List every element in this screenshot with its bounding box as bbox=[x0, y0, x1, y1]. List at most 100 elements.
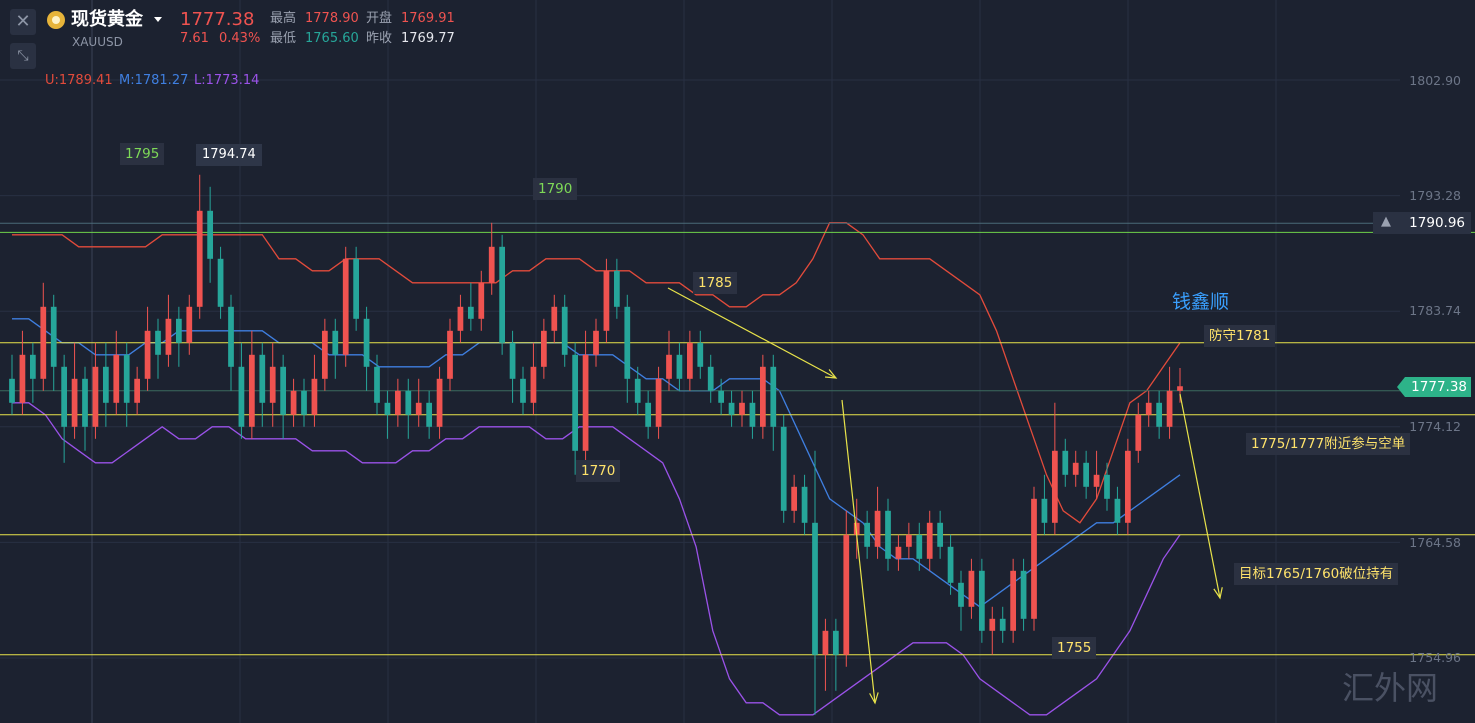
candle-body bbox=[832, 630, 839, 655]
candle-body bbox=[123, 354, 130, 403]
candle-body bbox=[1156, 402, 1163, 427]
candle-body bbox=[40, 306, 47, 379]
candle-body bbox=[905, 534, 912, 547]
trend-arrow-line bbox=[841, 399, 876, 704]
candle-body bbox=[144, 330, 151, 379]
candle-body bbox=[50, 306, 57, 367]
arrow-head bbox=[869, 692, 879, 705]
annotation-label: 1755 bbox=[1052, 637, 1097, 659]
low-value: 1765.60 bbox=[305, 31, 359, 46]
price-alert[interactable]: ▲ 1790.96 bbox=[1373, 212, 1471, 234]
candle-body bbox=[9, 378, 15, 403]
candle-body bbox=[540, 330, 547, 367]
candle-body bbox=[259, 354, 266, 403]
candle-body bbox=[686, 342, 693, 379]
alert-price: 1790.96 bbox=[1409, 215, 1465, 231]
arrow-head bbox=[1213, 587, 1223, 600]
band-lower-line bbox=[12, 402, 1181, 716]
current-price: 1777.38 bbox=[180, 9, 255, 30]
candle-body bbox=[1062, 450, 1069, 475]
candle-body bbox=[1124, 450, 1131, 523]
candle-body bbox=[394, 390, 401, 415]
band-upper-value: U:1789.41 bbox=[45, 73, 113, 88]
candle-body bbox=[634, 378, 641, 403]
candle-body bbox=[1051, 450, 1058, 523]
candle-body bbox=[1114, 498, 1121, 523]
candle-body bbox=[937, 522, 944, 547]
open-label: 开盘 bbox=[366, 11, 393, 26]
candle-body bbox=[478, 282, 485, 319]
close-icon[interactable]: ✕ bbox=[10, 9, 36, 35]
high-marker-label: 1794.74 bbox=[196, 144, 262, 166]
candle-body bbox=[676, 354, 683, 379]
instrument-name[interactable]: 现货黄金 bbox=[71, 9, 143, 30]
candle-body bbox=[697, 342, 704, 367]
candle-body bbox=[1083, 462, 1090, 487]
candle-body bbox=[228, 306, 234, 367]
candle-body bbox=[102, 366, 109, 403]
candle-body bbox=[916, 534, 923, 559]
candle-body bbox=[582, 354, 589, 451]
high-value: 1778.90 bbox=[305, 11, 359, 26]
candle-body bbox=[155, 330, 161, 355]
candle-body bbox=[1166, 390, 1173, 427]
candle-body bbox=[603, 270, 610, 331]
annotation-label: 1790 bbox=[533, 178, 578, 200]
candle-body bbox=[457, 306, 464, 331]
candle-body bbox=[405, 390, 412, 415]
candle-body bbox=[415, 402, 422, 415]
candle-body bbox=[332, 330, 339, 355]
arrow-head bbox=[824, 369, 838, 379]
candle-body bbox=[321, 330, 328, 379]
candle-body bbox=[843, 534, 850, 655]
candle-body bbox=[822, 630, 829, 655]
y-tick: 1774.12 bbox=[1409, 419, 1461, 434]
candle-body bbox=[978, 570, 985, 631]
candle-body bbox=[175, 318, 182, 343]
candle-body bbox=[19, 354, 26, 403]
bell-icon[interactable]: ▲ bbox=[1381, 214, 1391, 229]
candle-body bbox=[92, 366, 99, 427]
trend-arrow-line bbox=[1179, 393, 1221, 599]
annotation-label: 1795 bbox=[120, 143, 165, 165]
annotation-label: 防守1781 bbox=[1204, 325, 1276, 347]
collapse-icon[interactable]: ⤡ bbox=[10, 43, 36, 69]
y-tick: 1764.58 bbox=[1409, 535, 1461, 550]
prev-close-value: 1769.77 bbox=[401, 31, 455, 46]
candle-body bbox=[780, 426, 787, 511]
candles bbox=[9, 174, 1183, 715]
candle-body bbox=[645, 402, 652, 427]
candle-body bbox=[749, 402, 756, 427]
candle-body bbox=[666, 354, 672, 379]
trend-arrows bbox=[667, 287, 1223, 705]
candle-body bbox=[488, 246, 495, 283]
candle-body bbox=[759, 366, 766, 427]
prev-close-label: 昨收 bbox=[366, 31, 393, 46]
annotation-label: 1770 bbox=[576, 460, 621, 482]
candle-body bbox=[248, 354, 255, 427]
band-middle-value: M:1781.27 bbox=[119, 73, 189, 88]
candle-body bbox=[29, 354, 36, 379]
candle-body bbox=[989, 618, 996, 631]
candle-body bbox=[1020, 570, 1027, 619]
candle-body bbox=[374, 366, 380, 403]
candle-body bbox=[113, 354, 120, 403]
last-price-badge: 1777.38 bbox=[1397, 377, 1471, 397]
candle-body bbox=[707, 366, 714, 391]
trend-arrow-line bbox=[667, 287, 837, 379]
chevron-down-icon[interactable] bbox=[154, 17, 162, 22]
gold-coin-icon bbox=[47, 11, 65, 29]
candle-body bbox=[613, 270, 620, 307]
candle-body bbox=[342, 258, 349, 355]
annotation-label: 1775/1777附近参与空单 bbox=[1246, 433, 1411, 455]
candle-body bbox=[926, 522, 933, 559]
candle-body bbox=[999, 618, 1006, 631]
candle-body bbox=[947, 546, 954, 583]
candle-body bbox=[426, 402, 433, 427]
candle-body bbox=[217, 258, 224, 307]
annotation-label: 1785 bbox=[693, 272, 738, 294]
y-tick: 1754.96 bbox=[1409, 650, 1461, 665]
candle-body bbox=[165, 318, 172, 355]
